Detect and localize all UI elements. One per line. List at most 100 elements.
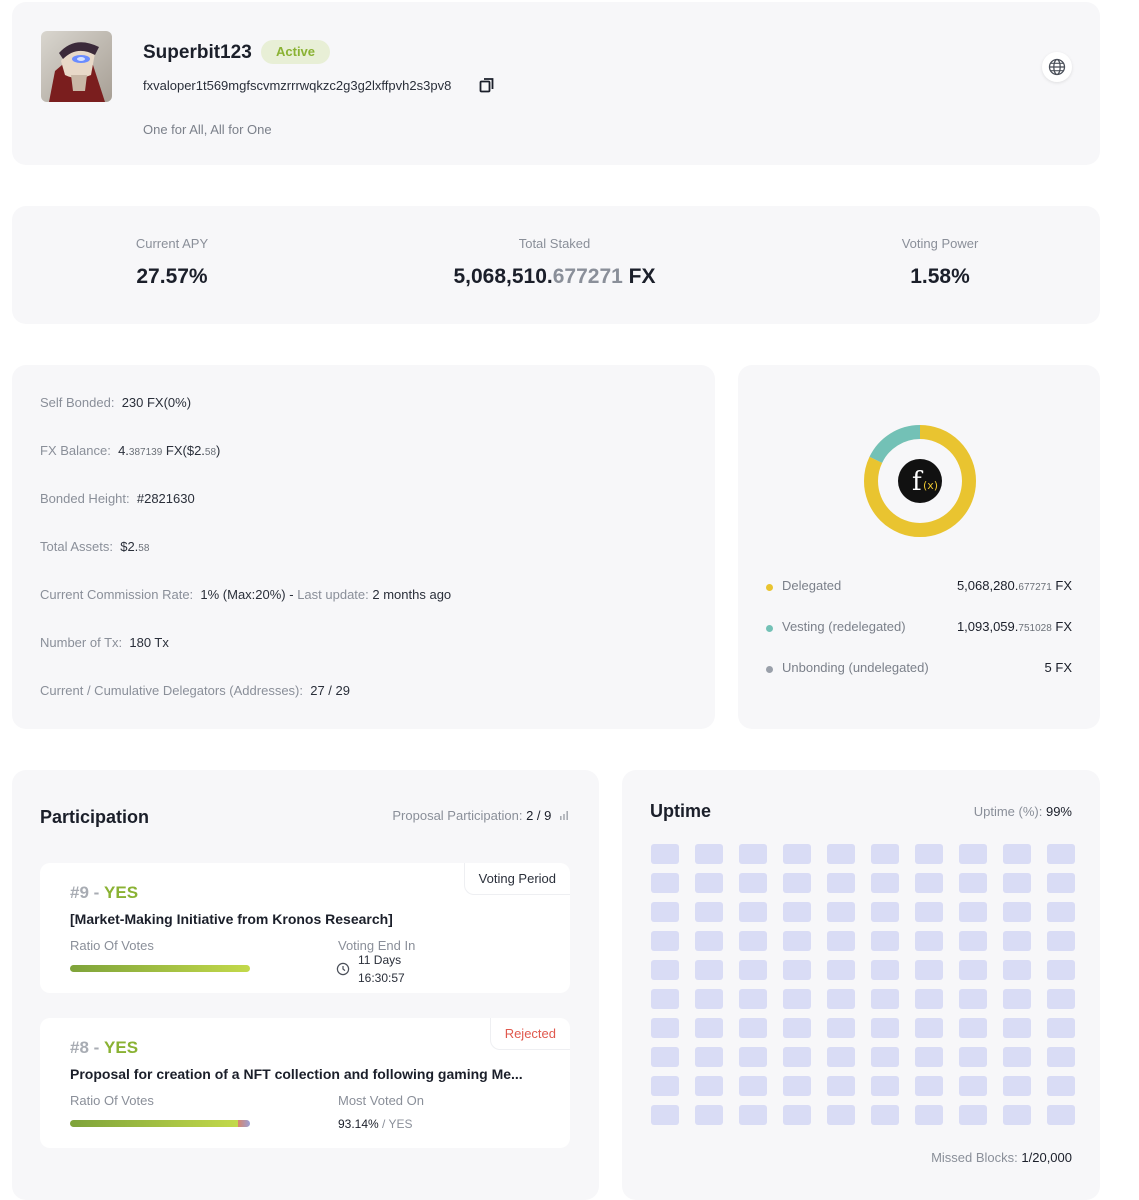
bonded-height-row: Bonded Height: #2821630 xyxy=(40,491,195,506)
uptime-block xyxy=(651,873,679,893)
uptime-block xyxy=(1003,931,1031,951)
total-assets-row: Total Assets: $2.58 xyxy=(40,539,150,554)
uptime-block-grid xyxy=(651,844,1075,1125)
uptime-block xyxy=(959,1018,987,1038)
clock-icon xyxy=(336,962,350,976)
uptime-block xyxy=(959,902,987,922)
most-voted-value: 93.14% / YES xyxy=(338,1117,413,1131)
uptime-title: Uptime xyxy=(650,801,712,821)
validator-address[interactable]: fxvaloper1t569mgfscvmzrrrwqkzc2g3g2lxffp… xyxy=(143,78,452,93)
uptime-block xyxy=(915,1047,943,1067)
uptime-block xyxy=(695,873,723,893)
uptime-block xyxy=(1003,1018,1031,1038)
proposal-card-8[interactable]: Rejected #8 - YES Proposal for creation … xyxy=(40,1018,570,1148)
uptime-block xyxy=(827,989,855,1009)
delegators-value: 27 / 29 xyxy=(310,683,350,698)
proposal-number: #8 - YES xyxy=(70,1038,139,1057)
fx-balance-value: 4.387139 FX($2.58) xyxy=(118,443,221,458)
uptime-block xyxy=(1047,989,1075,1009)
proposal-title[interactable]: Proposal for creation of a NFT collectio… xyxy=(70,1066,523,1082)
uptime-block xyxy=(783,873,811,893)
uptime-block xyxy=(1047,1105,1075,1125)
proposal-title[interactable]: [Market-Making Initiative from Kronos Re… xyxy=(70,911,393,927)
uptime-block xyxy=(695,1047,723,1067)
uptime-block xyxy=(695,989,723,1009)
uptime-block xyxy=(739,1076,767,1096)
uptime-block xyxy=(783,1105,811,1125)
uptime-card: Uptime Uptime (%): 99% Missed Blocks: 1/… xyxy=(622,770,1100,1200)
tx-count-row: Number of Tx: 180 Tx xyxy=(40,635,169,650)
proposal-status-badge: Rejected xyxy=(489,1018,570,1050)
uptime-block xyxy=(827,960,855,980)
svg-text:(x): (x) xyxy=(923,479,938,492)
uptime-block xyxy=(871,902,899,922)
delegated-value: 5,068,280.677271 FX xyxy=(956,578,1072,593)
uptime-block xyxy=(959,1105,987,1125)
uptime-block xyxy=(915,960,943,980)
commission-value: 1% (Max:20%) xyxy=(200,587,286,602)
uptime-block xyxy=(827,902,855,922)
uptime-block xyxy=(783,1018,811,1038)
uptime-block xyxy=(959,1076,987,1096)
uptime-block xyxy=(1003,902,1031,922)
uptime-block xyxy=(739,1047,767,1067)
uptime-block xyxy=(783,960,811,980)
unbonding-dot xyxy=(766,666,773,673)
most-voted-label: Most Voted On xyxy=(338,1093,424,1108)
website-button[interactable] xyxy=(1042,52,1072,82)
uptime-block xyxy=(695,931,723,951)
uptime-block xyxy=(739,902,767,922)
uptime-block xyxy=(651,1076,679,1096)
uptime-block xyxy=(871,989,899,1009)
stake-donut-chart: f (x) xyxy=(862,423,978,539)
uptime-block xyxy=(871,931,899,951)
tx-count-value: 180 Tx xyxy=(129,635,169,650)
vesting-value: 1,093,059.751028 FX xyxy=(956,619,1072,634)
self-bonded-value: 230 FX(0%) xyxy=(121,395,192,410)
proposal-card-9[interactable]: Voting Period #9 - YES [Market-Making In… xyxy=(40,863,570,993)
uptime-block xyxy=(695,1076,723,1096)
voting-power-value: 1.58% xyxy=(910,265,970,288)
uptime-block xyxy=(827,931,855,951)
uptime-block xyxy=(783,844,811,864)
uptime-block xyxy=(959,989,987,1009)
uptime-block xyxy=(783,902,811,922)
total-staked-value: 5,068,510.677271 FX xyxy=(453,265,656,288)
uptime-block xyxy=(1047,902,1075,922)
total-staked-stat: Total Staked 5,068,510.677271 FX xyxy=(412,236,697,289)
total-assets-value: $2.58 xyxy=(120,539,150,554)
uptime-block xyxy=(783,1076,811,1096)
uptime-block xyxy=(651,1105,679,1125)
uptime-block xyxy=(1003,1076,1031,1096)
uptime-block xyxy=(915,989,943,1009)
voting-power-label: Voting Power xyxy=(901,236,979,251)
vesting-dot xyxy=(766,625,773,632)
proposal-status-badge: Voting Period xyxy=(463,863,570,895)
uptime-block xyxy=(651,960,679,980)
uptime-block xyxy=(871,960,899,980)
last-update-value: 2 months ago xyxy=(372,587,452,602)
uptime-block xyxy=(695,902,723,922)
uptime-block xyxy=(827,1047,855,1067)
copy-icon[interactable] xyxy=(479,77,495,93)
uptime-block xyxy=(915,931,943,951)
validator-tagline: One for All, All for One xyxy=(143,122,272,137)
uptime-block xyxy=(651,989,679,1009)
proposal-participation-summary: Proposal Participation: 2 / 9 xyxy=(392,808,569,823)
uptime-percent: Uptime (%): 99% xyxy=(973,804,1072,819)
uptime-block xyxy=(915,1076,943,1096)
uptime-block xyxy=(871,1105,899,1125)
uptime-block xyxy=(915,902,943,922)
uptime-block xyxy=(827,1105,855,1125)
voting-power-stat: Voting Power 1.58% xyxy=(880,236,1000,289)
validator-header-card: Superbit123 Active fxvaloper1t569mgfscvm… xyxy=(12,2,1100,165)
uptime-block xyxy=(739,960,767,980)
uptime-block xyxy=(1003,1105,1031,1125)
uptime-block xyxy=(651,931,679,951)
uptime-block xyxy=(1047,844,1075,864)
ratio-of-votes-remainder xyxy=(237,1120,250,1127)
globe-icon xyxy=(1048,58,1066,76)
uptime-block xyxy=(915,1018,943,1038)
uptime-block xyxy=(695,844,723,864)
apy-value: 27.57% xyxy=(136,265,208,288)
